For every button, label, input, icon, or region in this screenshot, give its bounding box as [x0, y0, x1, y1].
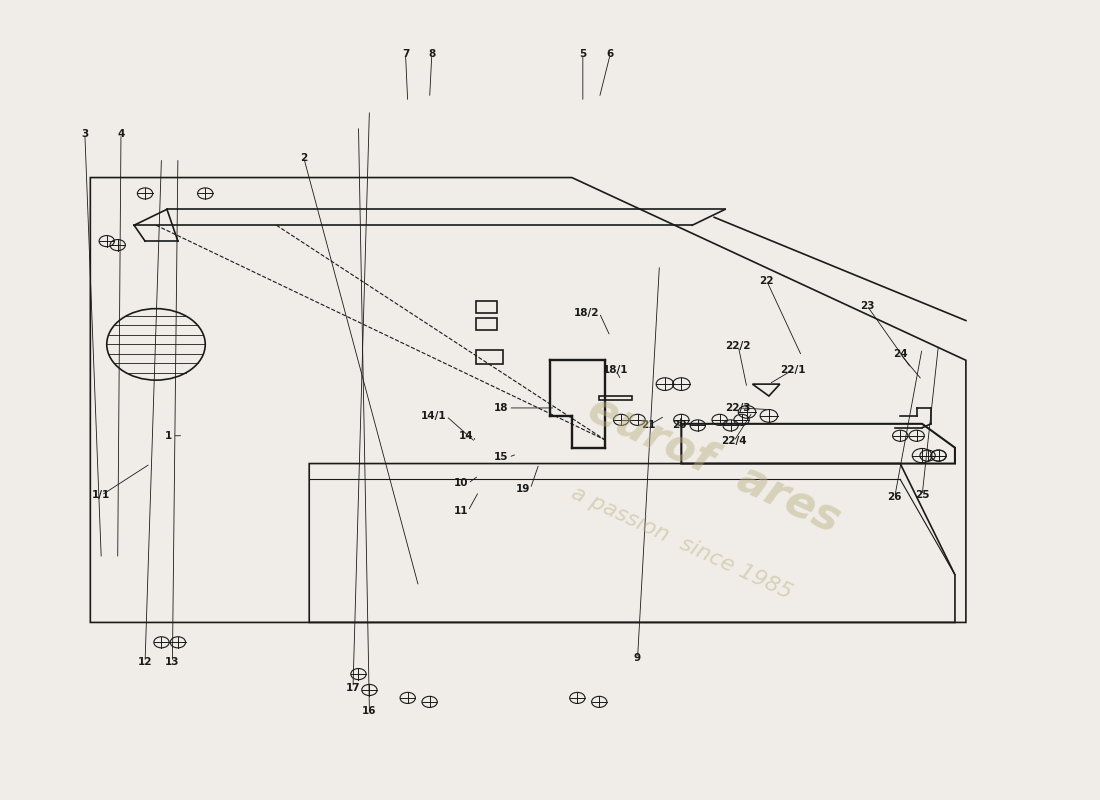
Text: 3: 3: [81, 129, 88, 139]
Text: 13: 13: [165, 657, 179, 667]
Text: a passion  since 1985: a passion since 1985: [568, 483, 795, 603]
Text: 22/4: 22/4: [722, 436, 747, 446]
Text: 2: 2: [300, 153, 307, 162]
Text: 17: 17: [345, 682, 361, 693]
Text: eurof  ares: eurof ares: [581, 386, 847, 541]
Text: 5: 5: [580, 50, 586, 59]
Text: 12: 12: [138, 657, 152, 667]
Text: 23: 23: [860, 302, 875, 311]
Text: 19: 19: [516, 484, 530, 494]
Text: 10: 10: [453, 478, 468, 489]
Text: 6: 6: [606, 50, 614, 59]
Text: 15: 15: [494, 452, 508, 462]
Text: 14/1: 14/1: [420, 411, 446, 421]
Text: 1: 1: [165, 430, 173, 441]
Text: 14: 14: [459, 430, 473, 441]
Text: 22/3: 22/3: [726, 403, 751, 413]
Text: 18/2: 18/2: [574, 308, 600, 318]
Text: 22: 22: [759, 276, 774, 286]
Text: 20: 20: [672, 421, 686, 430]
Text: 7: 7: [402, 50, 409, 59]
Text: 22/1: 22/1: [780, 365, 805, 375]
Text: 25: 25: [915, 490, 930, 500]
Text: 11: 11: [453, 506, 468, 516]
Text: 24: 24: [893, 349, 907, 359]
Text: 21: 21: [641, 421, 656, 430]
Text: 8: 8: [428, 50, 436, 59]
Text: 22/2: 22/2: [726, 341, 751, 351]
Text: 16: 16: [362, 706, 376, 717]
Text: 26: 26: [888, 492, 902, 502]
Text: 18: 18: [494, 403, 508, 413]
Text: 9: 9: [634, 653, 641, 663]
Text: 4: 4: [118, 129, 124, 139]
Text: 18/1: 18/1: [603, 365, 628, 375]
Text: 1/1: 1/1: [92, 490, 110, 500]
